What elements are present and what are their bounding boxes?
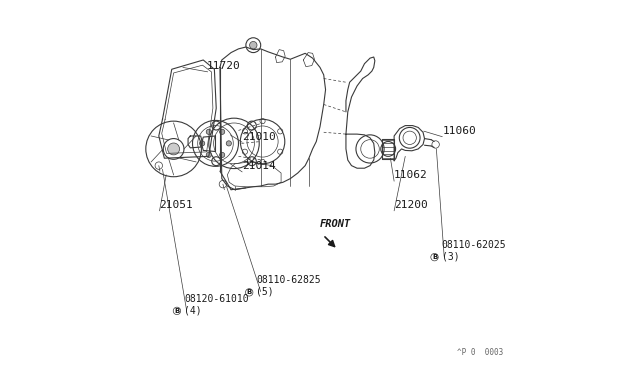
Text: 11720: 11720 <box>207 61 241 71</box>
Text: 08120-61010
(4): 08120-61010 (4) <box>184 294 248 315</box>
Text: FRONT: FRONT <box>320 219 351 229</box>
Text: 11062: 11062 <box>394 170 428 180</box>
Circle shape <box>250 41 257 49</box>
Text: 08110-62025
(3): 08110-62025 (3) <box>442 240 506 262</box>
Text: B: B <box>174 308 180 314</box>
Text: ^P 0  0003: ^P 0 0003 <box>457 348 504 357</box>
Circle shape <box>200 141 205 146</box>
Circle shape <box>168 143 180 155</box>
Circle shape <box>226 141 232 146</box>
Text: 21051: 21051 <box>159 200 193 210</box>
Circle shape <box>206 153 211 157</box>
Text: 21010: 21010 <box>242 132 276 141</box>
Text: B: B <box>246 289 252 295</box>
Text: 21014: 21014 <box>242 161 276 171</box>
Circle shape <box>220 153 225 157</box>
Text: B: B <box>432 254 437 260</box>
Circle shape <box>220 129 225 134</box>
Text: 11060: 11060 <box>442 126 476 136</box>
Text: 08110-62825
(5): 08110-62825 (5) <box>256 275 321 297</box>
Text: 21200: 21200 <box>394 200 428 210</box>
Circle shape <box>206 129 211 134</box>
